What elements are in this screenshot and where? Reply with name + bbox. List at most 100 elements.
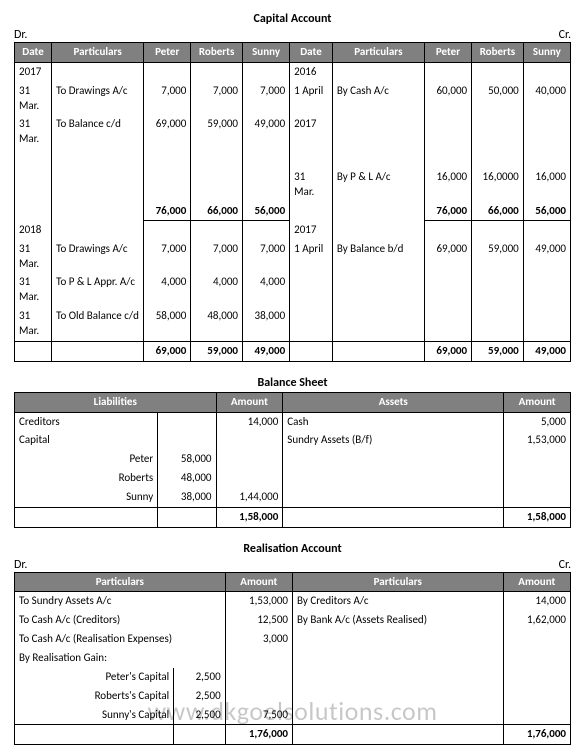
c: 16,0000	[472, 168, 524, 202]
c: 5,000	[504, 412, 571, 431]
c	[15, 202, 52, 221]
c	[292, 668, 503, 687]
c: To Old Balance c/d	[52, 307, 144, 341]
c: 50,000	[472, 82, 524, 116]
c: 2018	[15, 221, 52, 240]
c: 59,000	[472, 341, 524, 361]
c: 48,000	[191, 307, 243, 341]
c	[52, 149, 144, 168]
c: 69,000	[424, 341, 471, 361]
c	[158, 431, 216, 450]
hdr-part-r2: Particulars	[292, 572, 503, 592]
c	[523, 307, 570, 341]
c	[472, 115, 524, 149]
c: Peter	[15, 450, 158, 469]
c	[472, 273, 524, 307]
c: Creditors	[15, 412, 158, 431]
c: 1,53,000	[225, 592, 292, 611]
c	[242, 149, 289, 168]
c	[52, 202, 144, 221]
c: To Cash A/c (Creditors)	[15, 611, 226, 630]
c: 49,000	[242, 341, 289, 361]
c	[424, 149, 471, 168]
c	[242, 168, 289, 202]
hdr-peter-r: Peter	[424, 43, 471, 63]
c	[292, 725, 503, 745]
c: 7,000	[144, 82, 191, 116]
c	[283, 488, 504, 507]
c	[191, 168, 243, 202]
c	[472, 149, 524, 168]
c: 69,000	[144, 341, 191, 361]
c: 56,000	[523, 202, 570, 221]
c	[504, 450, 571, 469]
c	[283, 507, 504, 527]
c: Sunny	[15, 488, 158, 507]
c	[52, 62, 144, 81]
hdr-peter-l: Peter	[144, 43, 191, 63]
c: By P & L A/c	[332, 168, 424, 202]
c	[332, 273, 424, 307]
c	[292, 630, 503, 649]
c: 1,58,000	[216, 507, 283, 527]
c: To Cash A/c (Realisation Expenses)	[15, 630, 226, 649]
c	[332, 149, 424, 168]
hdr-sunny-r: Sunny	[523, 43, 570, 63]
hdr-part-l: Particulars	[52, 43, 144, 63]
c: 69,000	[144, 115, 191, 149]
c	[523, 149, 570, 168]
real-title: Realisation Account	[14, 542, 571, 556]
c	[332, 62, 424, 81]
c: 76,000	[424, 202, 471, 221]
c	[472, 221, 524, 240]
c	[15, 725, 174, 745]
c: 7,000	[242, 82, 289, 116]
c: 59,000	[191, 341, 243, 361]
hdr-date-r: Date	[290, 43, 333, 63]
c: 66,000	[472, 202, 524, 221]
c	[504, 469, 571, 488]
c	[503, 706, 570, 725]
hdr-roberts-l: Roberts	[191, 43, 243, 63]
capital-table: Date Particulars Peter Roberts Sunny Dat…	[14, 42, 571, 362]
c: 4,000	[144, 273, 191, 307]
c: By Realisation Gain:	[15, 649, 226, 668]
c: 69,000	[424, 240, 471, 274]
c	[52, 341, 144, 361]
c: 7,000	[144, 240, 191, 274]
c: 58,000	[144, 307, 191, 341]
c	[174, 725, 225, 745]
c: 1 April	[290, 240, 333, 274]
hdr-part-l2: Particulars	[15, 572, 226, 592]
hdr-date-l: Date	[15, 43, 52, 63]
c	[424, 273, 471, 307]
c: 31 Mar.	[290, 168, 333, 202]
bs-table: Liabilities Amount Assets Amount Credito…	[14, 392, 571, 528]
c: 4,000	[191, 273, 243, 307]
c	[424, 62, 471, 81]
c: By Creditors A/c	[292, 592, 503, 611]
c	[523, 221, 570, 240]
hdr-part-r: Particulars	[332, 43, 424, 63]
c	[332, 341, 424, 361]
c: 2017	[290, 115, 333, 149]
c: 7,500	[225, 706, 292, 725]
c: 7,000	[191, 82, 243, 116]
c	[504, 488, 571, 507]
c	[216, 431, 283, 450]
c	[15, 507, 158, 527]
c	[283, 469, 504, 488]
c: 4,000	[242, 273, 289, 307]
c	[503, 668, 570, 687]
dr-label2: Dr.	[14, 558, 27, 572]
c	[52, 221, 144, 240]
c	[191, 221, 243, 240]
c	[523, 273, 570, 307]
c: 2,500	[174, 687, 225, 706]
c	[144, 62, 191, 81]
cr-label: Cr.	[559, 28, 571, 42]
c	[332, 221, 424, 240]
c	[15, 168, 52, 202]
c	[332, 202, 424, 221]
hdr-amt-l2: Amount	[225, 572, 292, 592]
